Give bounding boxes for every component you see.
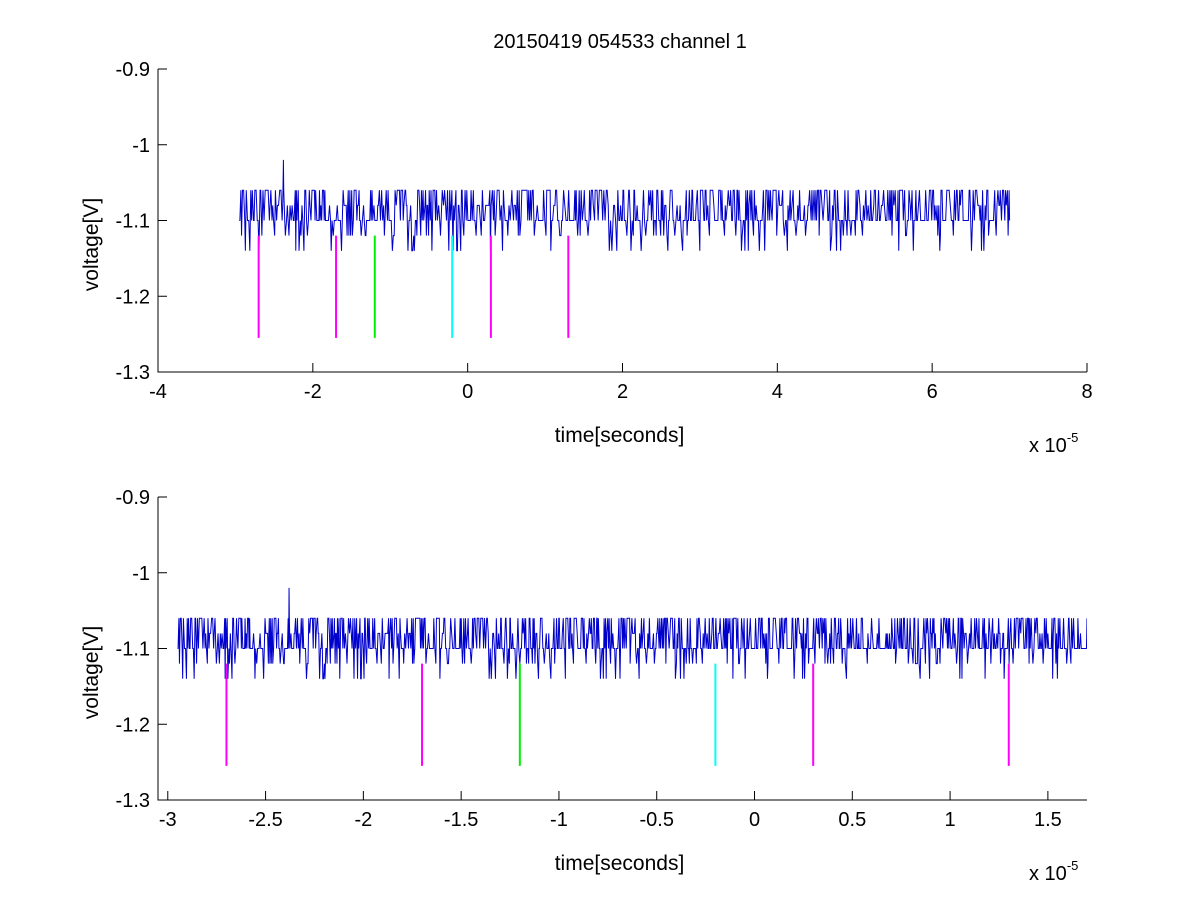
y-tick-label: -1 (132, 135, 150, 157)
x-tick-label: -2 (304, 381, 322, 403)
signal-trace (239, 159, 1011, 252)
x-tick-label: 1 (945, 809, 956, 831)
signal-trace (177, 587, 1087, 680)
x-tick-label: 8 (1081, 381, 1092, 403)
x-tick-label: -1.5 (444, 809, 478, 831)
x-tick-label: 0 (462, 381, 473, 403)
x-axis-label: time[seconds] (555, 852, 685, 875)
y-tick-label: -1.1 (116, 639, 150, 661)
y-tick-label: -1.3 (116, 790, 150, 812)
x-axis-label: time[seconds] (555, 424, 685, 447)
y-tick-label: -1.2 (116, 714, 150, 736)
x-tick-label: -1 (550, 809, 568, 831)
y-tick-label: -0.9 (116, 59, 150, 81)
x-tick-label: -3 (159, 809, 177, 831)
y-tick-label: -1.2 (116, 286, 150, 308)
x-tick-label: 0.5 (838, 809, 866, 831)
x-tick-label: 0 (749, 809, 760, 831)
y-axis-label: voltage[V] (80, 626, 103, 719)
x-multiplier: x 10-5 (1029, 430, 1078, 457)
y-tick-label: -1.1 (116, 211, 150, 233)
y-tick-label: -1.3 (116, 362, 150, 384)
x-tick-label: -0.5 (639, 809, 673, 831)
x-tick-label: -4 (149, 381, 167, 403)
x-tick-label: -2.5 (248, 809, 282, 831)
bottom-plot: -3 -2.5 -2 -1.5 -1 -0.5 0 0.5 1 1.5 -0.9 -1 -1.1 -1.2… (80, 487, 1087, 885)
x-tick-label: 6 (927, 381, 938, 403)
y-tick-label: -0.9 (116, 487, 150, 509)
x-tick-label: 2 (617, 381, 628, 403)
top-plot: -4 -2 0 2 4 6 8 -0.9 -1 -1.1 -1.2 -1.3 time[seconds]… (80, 59, 1093, 457)
x-multiplier: x 10-5 (1029, 858, 1078, 885)
figure-title: 20150419 054533 channel 1 (493, 31, 747, 53)
x-tick-label: 4 (772, 381, 783, 403)
x-tick-label: 1.5 (1034, 809, 1062, 831)
x-tick-label: -2 (354, 809, 372, 831)
y-axis-label: voltage[V] (80, 198, 103, 291)
y-tick-label: -1 (132, 563, 150, 585)
